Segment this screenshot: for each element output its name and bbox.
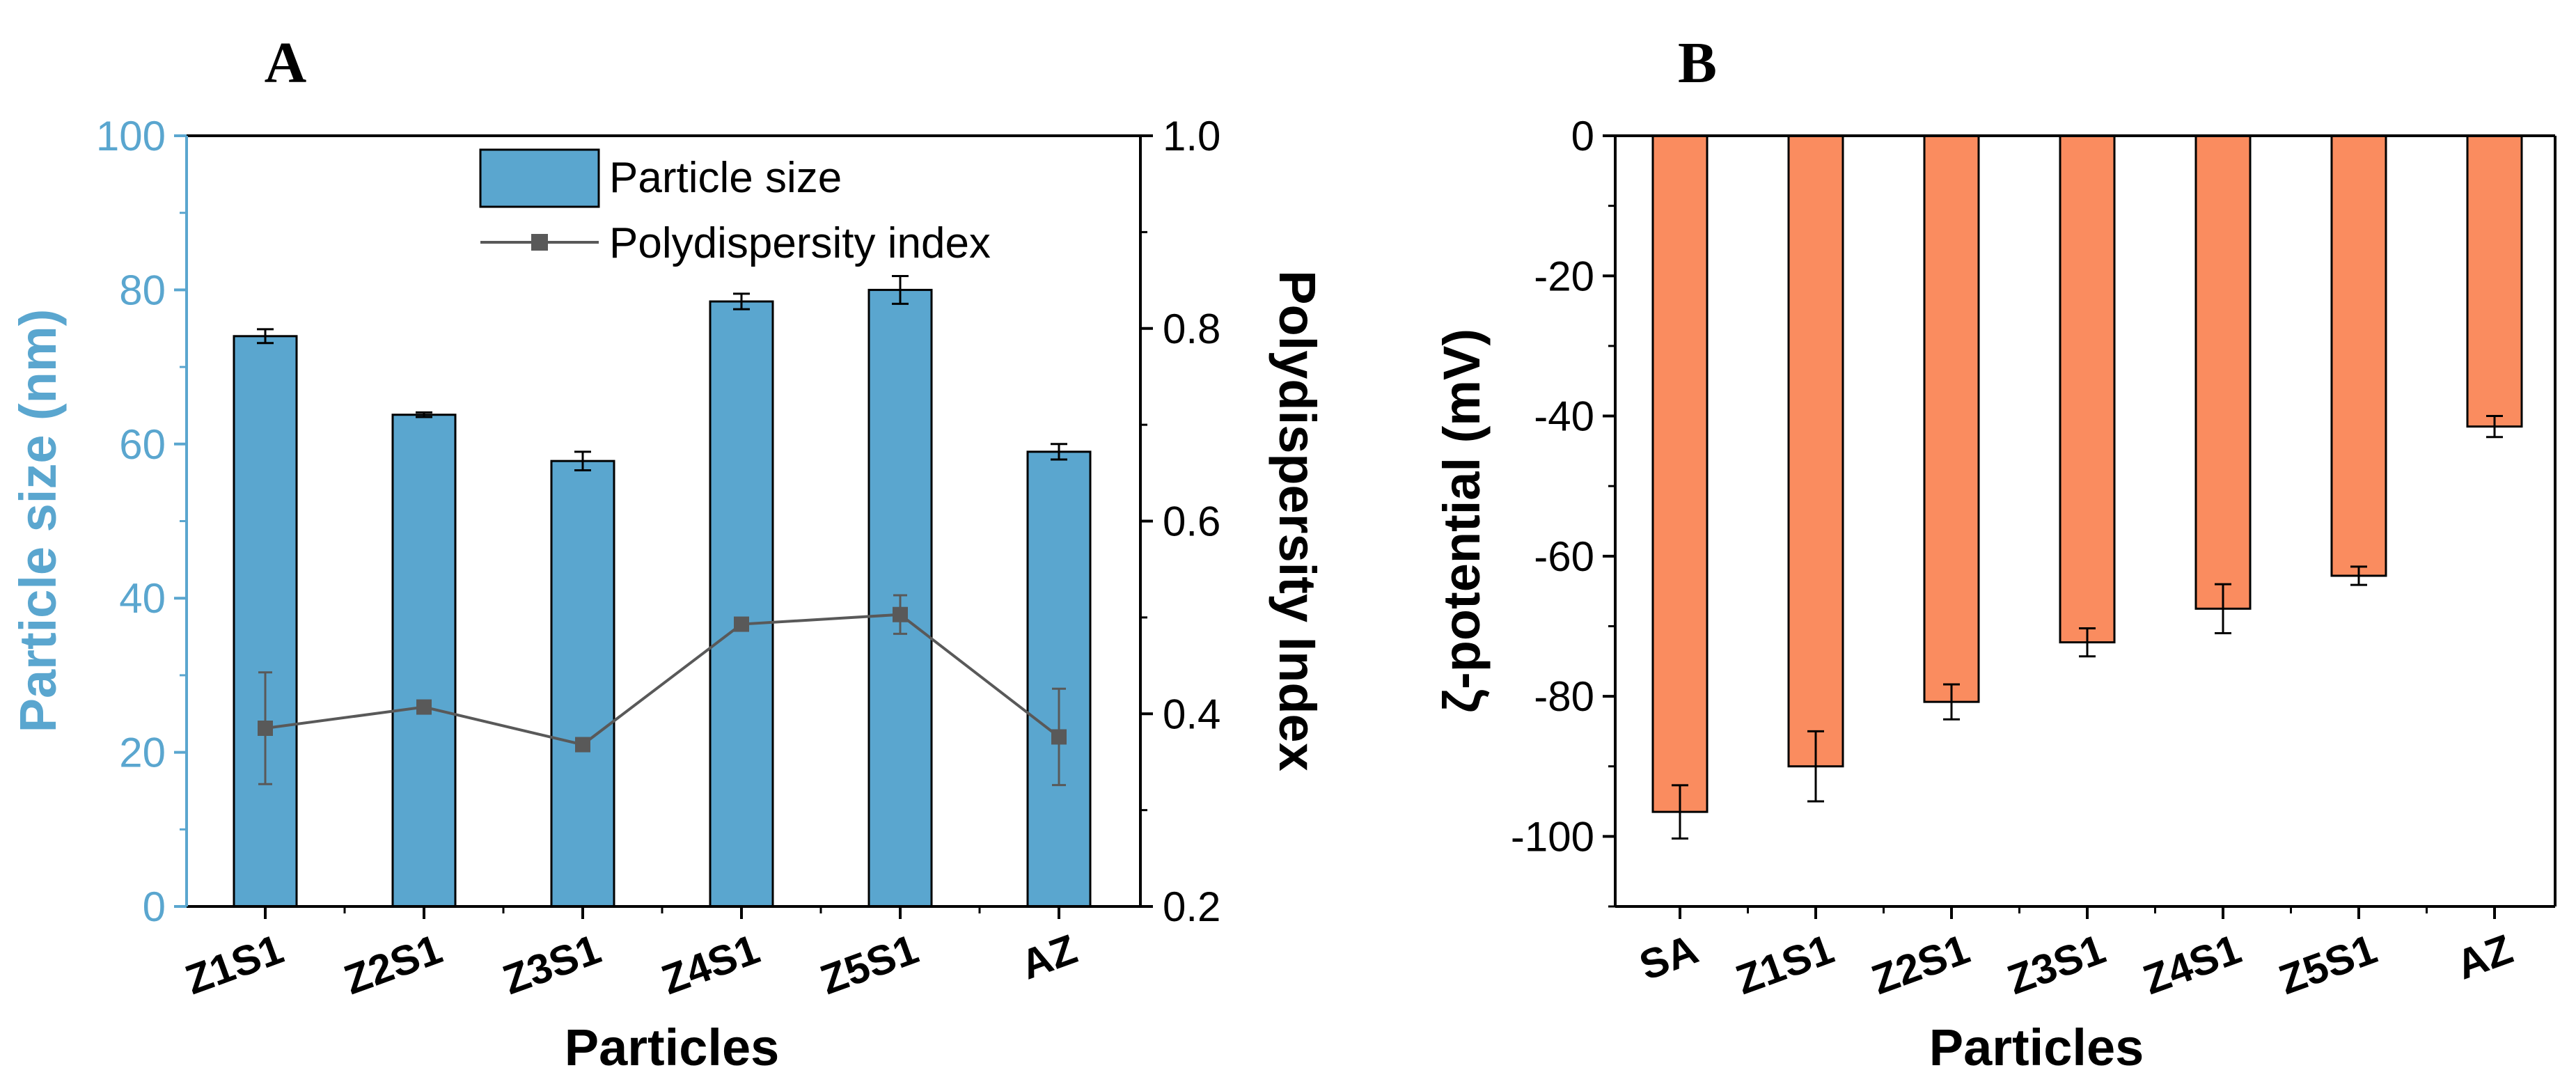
- left-tick-label-100: 100: [96, 113, 166, 159]
- left-tick-label-40: 40: [119, 575, 166, 622]
- panel-b-x-ticks: SA Z1S1 Z2S1 Z3S1 Z4S1 Z5S1 AZ: [1633, 906, 2518, 1003]
- b-y-tick-label--60: -60: [1534, 533, 1594, 580]
- b-x-tick-label-z5s1: Z5S1: [2273, 925, 2383, 1003]
- panel-a-bars: [233, 288, 1092, 908]
- legend-label-pdi: Polydispersity index: [609, 219, 991, 267]
- x-tick-label-z1s1: Z1S1: [180, 925, 290, 1003]
- panel-b-x-label: Particles: [1929, 1019, 2144, 1076]
- left-tick-label-60: 60: [119, 421, 166, 468]
- zeta-bar-z1s1: [1787, 134, 1844, 768]
- b-y-tick-label-0: 0: [1571, 113, 1594, 159]
- b-x-tick-label-sa: SA: [1633, 925, 1704, 989]
- panel-a-pdi-series: [258, 594, 1067, 787]
- x-tick-label-az: AZ: [1014, 925, 1083, 988]
- legend-swatch-particle-size: [479, 148, 600, 208]
- panel-a-left-ticks: 0 20 40 60 80 100: [96, 113, 187, 930]
- panel-a-bar-errors: [257, 274, 1067, 471]
- zeta-bar-z5s1: [2330, 134, 2387, 577]
- right-tick-label-1.0: 1.0: [1163, 113, 1220, 159]
- right-tick-label-0.4: 0.4: [1163, 691, 1220, 737]
- pdi-point-z3s1: [575, 737, 590, 753]
- particle-size-bar-z3s1: [550, 459, 615, 908]
- panel-a-y-label: Particle size (nm): [9, 309, 67, 733]
- b-x-tick-label-z1s1: Z1S1: [1730, 925, 1840, 1003]
- zeta-bar-az: [2466, 134, 2523, 428]
- pdi-point-z1s1: [258, 721, 273, 737]
- pdi-point-az: [1051, 729, 1067, 745]
- left-tick-label-0: 0: [143, 883, 166, 930]
- x-tick-label-z5s1: Z5S1: [815, 925, 925, 1003]
- zeta-bar-z4s1: [2194, 134, 2252, 610]
- pdi-point-z2s1: [416, 699, 432, 715]
- pdi-line: [265, 613, 1060, 746]
- particle-size-bar-z1s1: [233, 335, 298, 908]
- panel-b: B SA Z1S1 Z2S1 Z3S1 Z4S1 Z5S1 AZ 0 -20 -40 -60 -80…: [1433, 31, 2557, 1076]
- panel-a-x-label: Particles: [565, 1019, 780, 1076]
- particle-size-bar-z4s1: [709, 300, 774, 908]
- panel-b-y-label: ζ-potential (mV): [1433, 329, 1491, 713]
- right-tick-label-0.8: 0.8: [1163, 306, 1220, 352]
- x-tick-label-z2s1: Z2S1: [338, 925, 448, 1003]
- panel-a-y2-label: Polydispersity Index: [1269, 270, 1326, 771]
- legend-marker-pdi: [531, 234, 548, 251]
- x-tick-label-z3s1: Z3S1: [497, 925, 607, 1003]
- legend-label-particle-size: Particle size: [609, 154, 842, 202]
- zeta-bar-z2s1: [1923, 134, 1980, 703]
- panel-a-letter: A: [265, 31, 307, 95]
- left-tick-label-80: 80: [119, 267, 166, 313]
- panel-a-right-ticks: 0.2 0.4 0.6 0.8 1.0: [1140, 113, 1220, 930]
- b-y-tick-label--80: -80: [1534, 673, 1594, 720]
- zeta-bar-z3s1: [2059, 134, 2116, 644]
- panel-a: A Z1S1 Z2S1 Z3S1 Z4S1 Z5S1 AZ 0 20 40 60 80 100 0.…: [9, 31, 1326, 1076]
- pdi-point-z4s1: [734, 616, 749, 632]
- panel-b-letter: B: [1678, 31, 1717, 95]
- zeta-bar-sa: [1651, 134, 1709, 813]
- b-y-tick-label--20: -20: [1534, 253, 1594, 299]
- left-tick-label-20: 20: [119, 730, 166, 776]
- b-x-tick-label-z3s1: Z3S1: [2002, 925, 2112, 1003]
- panel-b-y-ticks: 0 -20 -40 -60 -80 -100: [1511, 113, 1615, 908]
- panel-b-bars: [1651, 134, 2523, 813]
- panel-a-legend: Particle size Polydispersity index: [479, 148, 991, 267]
- b-x-tick-label-z2s1: Z2S1: [1866, 925, 1976, 1003]
- particle-size-bar-z2s1: [391, 414, 457, 908]
- panel-b-bar-errors: [1672, 415, 2503, 840]
- right-tick-label-0.6: 0.6: [1163, 498, 1220, 545]
- b-x-tick-label-z4s1: Z4S1: [2137, 925, 2247, 1003]
- x-tick-label-z4s1: Z4S1: [656, 925, 766, 1003]
- panel-a-x-ticks: Z1S1 Z2S1 Z3S1 Z4S1 Z5S1 AZ: [180, 906, 1083, 1003]
- b-y-tick-label--100: -100: [1511, 813, 1594, 860]
- pdi-point-z5s1: [893, 606, 908, 622]
- particle-size-bar-az: [1026, 450, 1092, 908]
- b-y-tick-label--40: -40: [1534, 393, 1594, 440]
- b-x-tick-label-az: AZ: [2450, 925, 2518, 988]
- right-tick-label-0.2: 0.2: [1163, 883, 1220, 930]
